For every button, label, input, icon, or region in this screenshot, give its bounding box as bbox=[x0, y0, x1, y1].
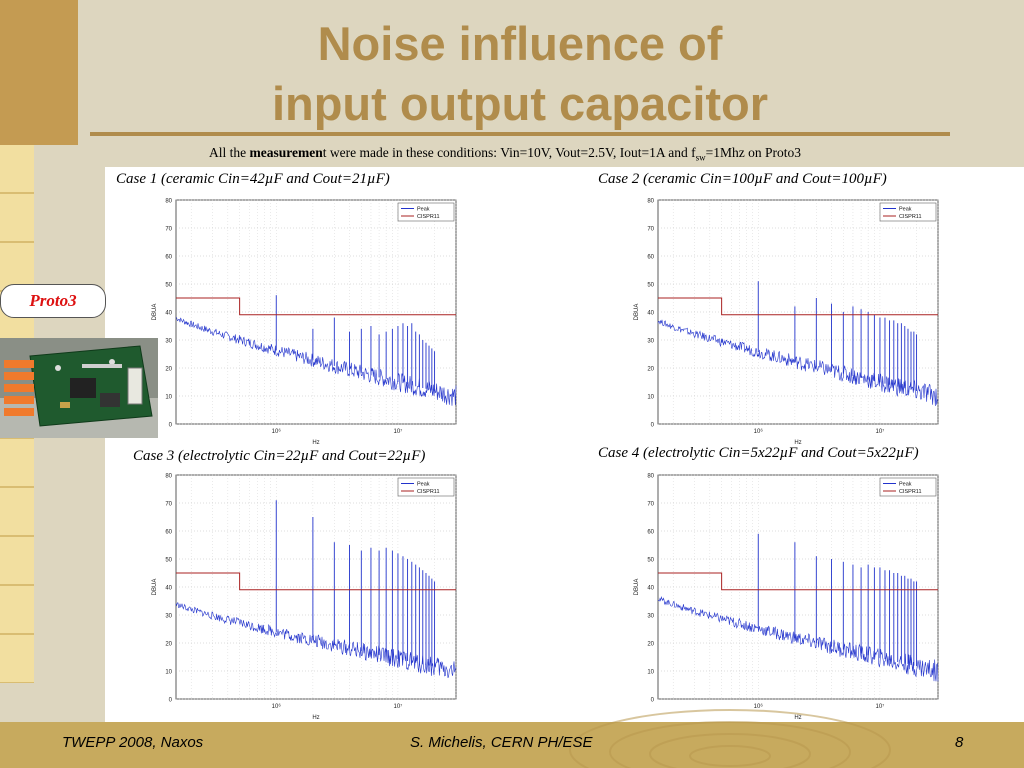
legend-label-peak: Peak bbox=[899, 482, 912, 488]
legend-label-cispr11: CISPR11 bbox=[899, 489, 922, 495]
peak-noise-trace bbox=[175, 602, 457, 679]
x-tick-label: 10⁶ bbox=[754, 428, 764, 435]
footer-page-number: 8 bbox=[955, 734, 964, 751]
y-tick-label: 40 bbox=[647, 586, 654, 592]
y-tick-label: 50 bbox=[165, 558, 172, 564]
y-tick-label: 0 bbox=[169, 698, 173, 704]
x-tick-label: 10⁷ bbox=[394, 428, 403, 435]
y-tick-label: 0 bbox=[169, 423, 173, 429]
x-tick-label: 10⁷ bbox=[394, 703, 403, 710]
y-axis-label: DBUA bbox=[152, 579, 158, 596]
y-tick-label: 10 bbox=[165, 670, 172, 676]
y-tick-label: 20 bbox=[165, 642, 172, 648]
x-tick-label: 10⁶ bbox=[272, 428, 282, 435]
y-tick-label: 40 bbox=[647, 311, 654, 317]
y-tick-label: 70 bbox=[647, 227, 654, 233]
y-tick-label: 60 bbox=[165, 255, 172, 261]
page-title: Noise influence of input output capacito… bbox=[90, 14, 950, 134]
footer-bar bbox=[0, 722, 1024, 768]
y-tick-label: 80 bbox=[647, 474, 654, 480]
y-tick-label: 80 bbox=[647, 199, 654, 205]
note-suffix: =1Mhz on Proto3 bbox=[705, 145, 802, 160]
footer-event: TWEPP 2008, Naxos bbox=[62, 734, 204, 751]
x-axis-label: Hz bbox=[312, 715, 319, 721]
y-tick-label: 70 bbox=[165, 227, 172, 233]
title-line-2: input output capacitor bbox=[271, 77, 769, 130]
note-bold: measuremen bbox=[249, 145, 323, 160]
y-tick-label: 50 bbox=[647, 283, 654, 289]
y-tick-label: 10 bbox=[647, 670, 654, 676]
case-4-label: Case 4 (electrolytic Cin=5x22µF and Cout… bbox=[598, 445, 919, 461]
note-subscript: sw bbox=[695, 152, 706, 163]
y-tick-label: 40 bbox=[165, 311, 172, 317]
footer-author: S. Michelis, CERN PH/ESE bbox=[410, 734, 593, 751]
x-axis-label: Hz bbox=[794, 715, 801, 721]
y-tick-label: 30 bbox=[647, 339, 654, 345]
legend-label-peak: Peak bbox=[417, 207, 430, 213]
y-tick-label: 80 bbox=[165, 199, 172, 205]
case-2-label: Case 2 (ceramic Cin=100µF and Cout=100µF… bbox=[598, 171, 887, 187]
y-axis-label: DBUA bbox=[634, 579, 640, 596]
y-tick-label: 60 bbox=[647, 255, 654, 261]
plot-area bbox=[657, 474, 939, 700]
y-tick-label: 10 bbox=[165, 395, 172, 401]
y-tick-label: 70 bbox=[165, 502, 172, 508]
y-tick-label: 40 bbox=[165, 586, 172, 592]
y-axis-label: DBUA bbox=[634, 304, 640, 321]
note-middle: t were made in these conditions: Vin=10V… bbox=[322, 145, 696, 160]
y-axis-label: DBUA bbox=[152, 304, 158, 321]
legend-label-peak: Peak bbox=[899, 207, 912, 213]
y-tick-label: 70 bbox=[647, 502, 654, 508]
legend-label-cispr11: CISPR11 bbox=[417, 214, 440, 220]
peak-noise-trace bbox=[175, 317, 457, 406]
left-accent-block bbox=[0, 0, 78, 145]
y-tick-label: 30 bbox=[165, 614, 172, 620]
title-underline bbox=[90, 132, 950, 136]
note-prefix: All the bbox=[208, 145, 250, 160]
x-tick-label: 10⁷ bbox=[876, 428, 885, 435]
decorative-swirl bbox=[569, 709, 891, 768]
y-tick-label: 30 bbox=[647, 614, 654, 620]
x-axis-label: Hz bbox=[312, 440, 319, 446]
y-tick-label: 50 bbox=[165, 283, 172, 289]
y-tick-label: 20 bbox=[165, 367, 172, 373]
cispr11-limit-line bbox=[176, 297, 456, 316]
x-tick-label: 10⁶ bbox=[754, 703, 764, 710]
peak-noise-trace bbox=[657, 596, 939, 682]
cispr11-limit-line bbox=[658, 297, 938, 316]
y-tick-label: 50 bbox=[647, 558, 654, 564]
proto-badge: Proto3 bbox=[0, 284, 106, 318]
y-tick-label: 10 bbox=[647, 395, 654, 401]
plot-area bbox=[657, 199, 939, 425]
proto-board-photo bbox=[0, 338, 158, 438]
y-tick-label: 60 bbox=[165, 530, 172, 536]
x-axis-label: Hz bbox=[794, 440, 801, 446]
x-tick-label: 10⁷ bbox=[876, 703, 885, 710]
y-tick-label: 60 bbox=[647, 530, 654, 536]
y-tick-label: 0 bbox=[651, 423, 655, 429]
case-3-label: Case 3 (electrolytic Cin=22µF and Cout=2… bbox=[133, 448, 426, 464]
peak-noise-trace bbox=[657, 319, 939, 406]
y-tick-label: 0 bbox=[651, 698, 655, 704]
x-tick-label: 10⁶ bbox=[272, 703, 282, 710]
y-tick-label: 30 bbox=[165, 339, 172, 345]
cispr11-limit-line bbox=[176, 572, 456, 591]
legend-label-peak: Peak bbox=[417, 482, 430, 488]
y-tick-label: 20 bbox=[647, 642, 654, 648]
y-tick-label: 20 bbox=[647, 367, 654, 373]
y-tick-label: 80 bbox=[165, 474, 172, 480]
case-1-label: Case 1 (ceramic Cin=42µF and Cout=21µF) bbox=[116, 171, 390, 187]
cispr11-limit-line bbox=[658, 572, 938, 591]
legend-label-cispr11: CISPR11 bbox=[899, 214, 922, 220]
legend-label-cispr11: CISPR11 bbox=[417, 489, 440, 495]
title-line-1: Noise influence of bbox=[317, 17, 723, 70]
conditions-note: All the measurement were made in these c… bbox=[105, 145, 905, 163]
